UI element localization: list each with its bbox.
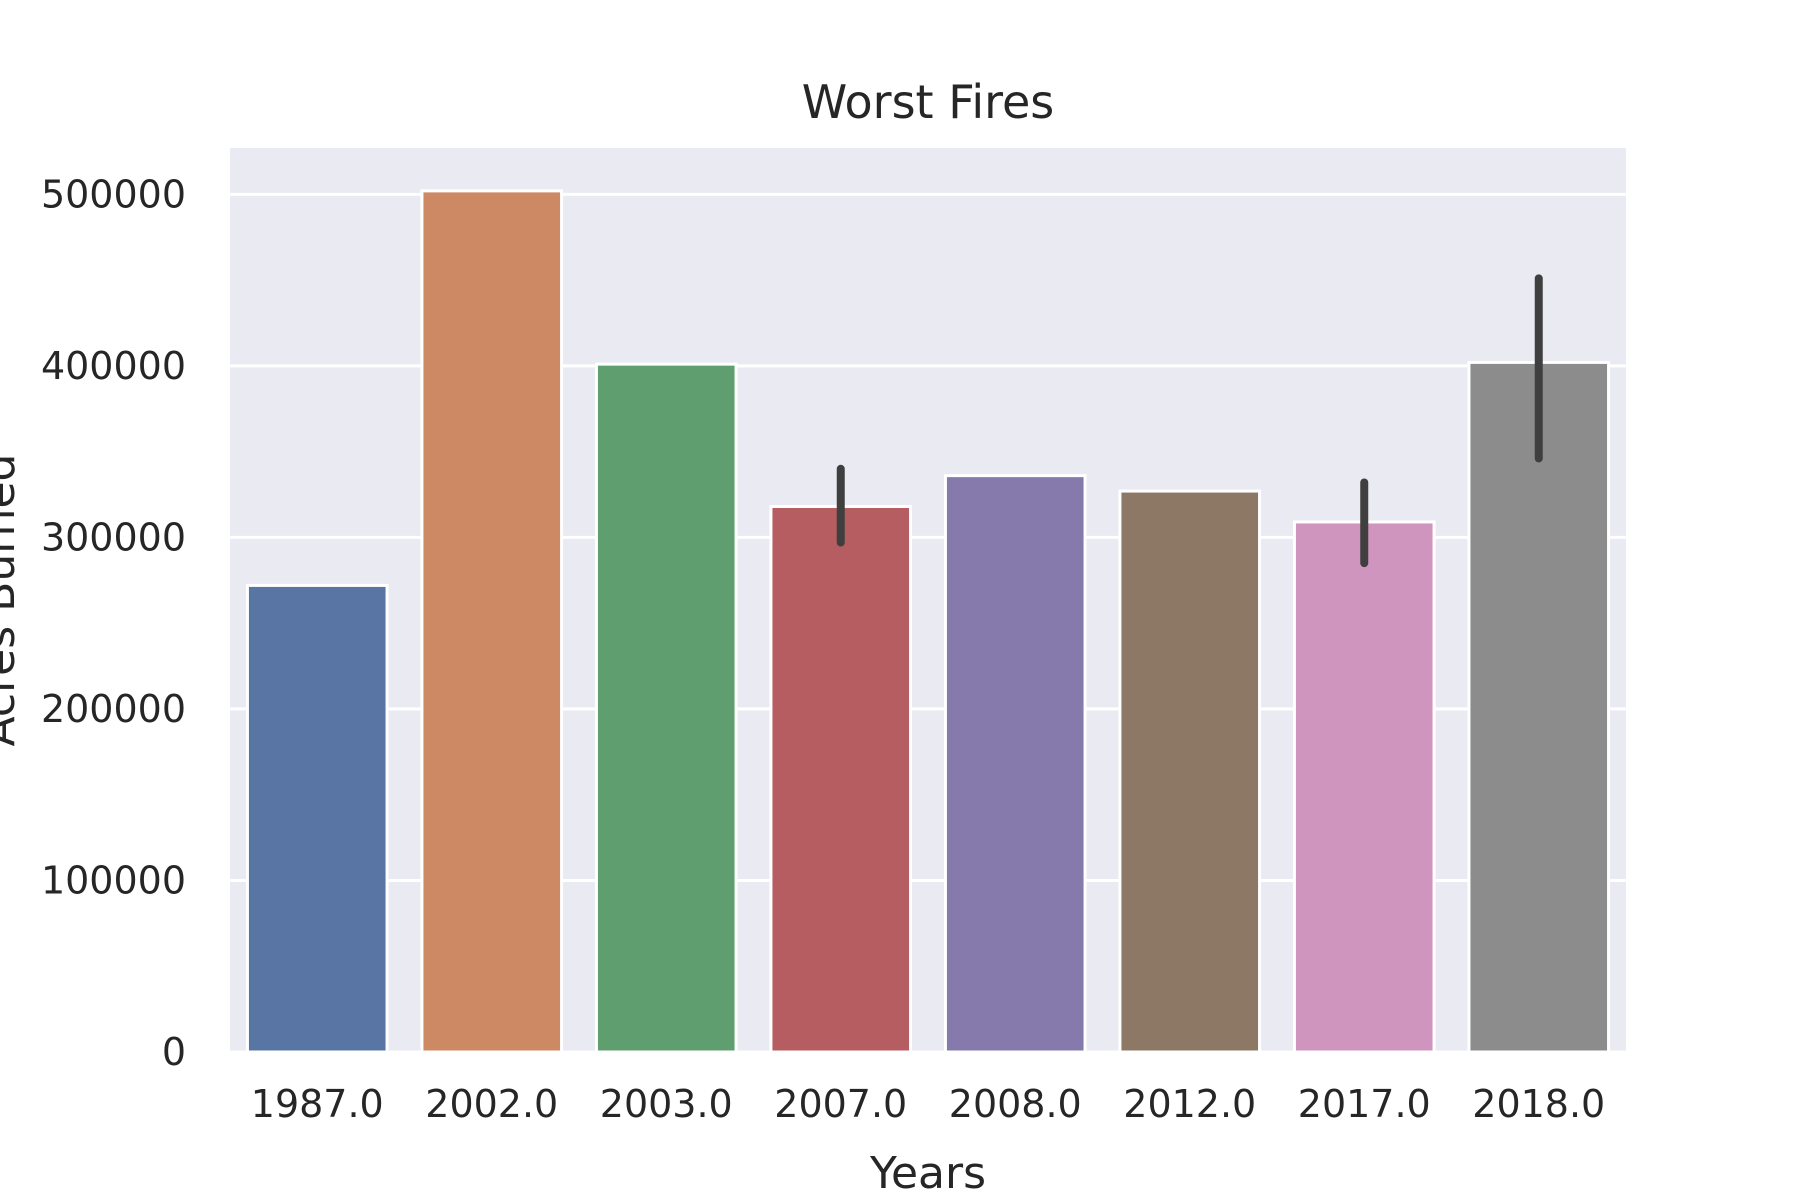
- y-tick-label: 200000: [41, 687, 186, 731]
- error-bars: [836, 274, 1543, 568]
- chart-title: Worst Fires: [802, 75, 1055, 129]
- x-tick-label: 2017.0: [1298, 1082, 1431, 1126]
- bar-2017.0: [1292, 520, 1436, 1054]
- x-tick-label: 2008.0: [949, 1082, 1082, 1126]
- bar-2012.0: [1118, 489, 1262, 1054]
- x-axis-title: Years: [869, 1148, 986, 1199]
- y-tick-label: 100000: [41, 858, 186, 902]
- x-tick-label: 1987.0: [251, 1082, 384, 1126]
- bar-1987.0: [245, 583, 389, 1054]
- bars: [245, 189, 1611, 1054]
- x-tick-labels: 1987.0 2002.0 2003.0 2007.0 2008.0 2012.0 2017…: [251, 1082, 1605, 1126]
- y-tick-label: 400000: [41, 344, 186, 388]
- x-tick-label: 2003.0: [600, 1082, 733, 1126]
- bar-2003.0: [594, 362, 738, 1054]
- bar-2002.0: [420, 189, 564, 1054]
- x-tick-label: 2002.0: [425, 1082, 558, 1126]
- x-tick-label: 2012.0: [1123, 1082, 1256, 1126]
- y-axis-title: Acres Burned: [0, 454, 25, 747]
- x-tick-label: 2018.0: [1472, 1082, 1605, 1126]
- bar-2008.0: [943, 474, 1087, 1054]
- bar-2007.0: [769, 505, 913, 1054]
- x-tick-label: 2007.0: [774, 1082, 907, 1126]
- y-tick-label: 300000: [41, 515, 186, 559]
- y-tick-labels: 0 100000 200000 300000 400000 500000: [41, 172, 186, 1074]
- y-tick-label: 500000: [41, 172, 186, 216]
- y-tick-label: 0: [162, 1030, 186, 1074]
- bar-2018.0: [1467, 360, 1611, 1054]
